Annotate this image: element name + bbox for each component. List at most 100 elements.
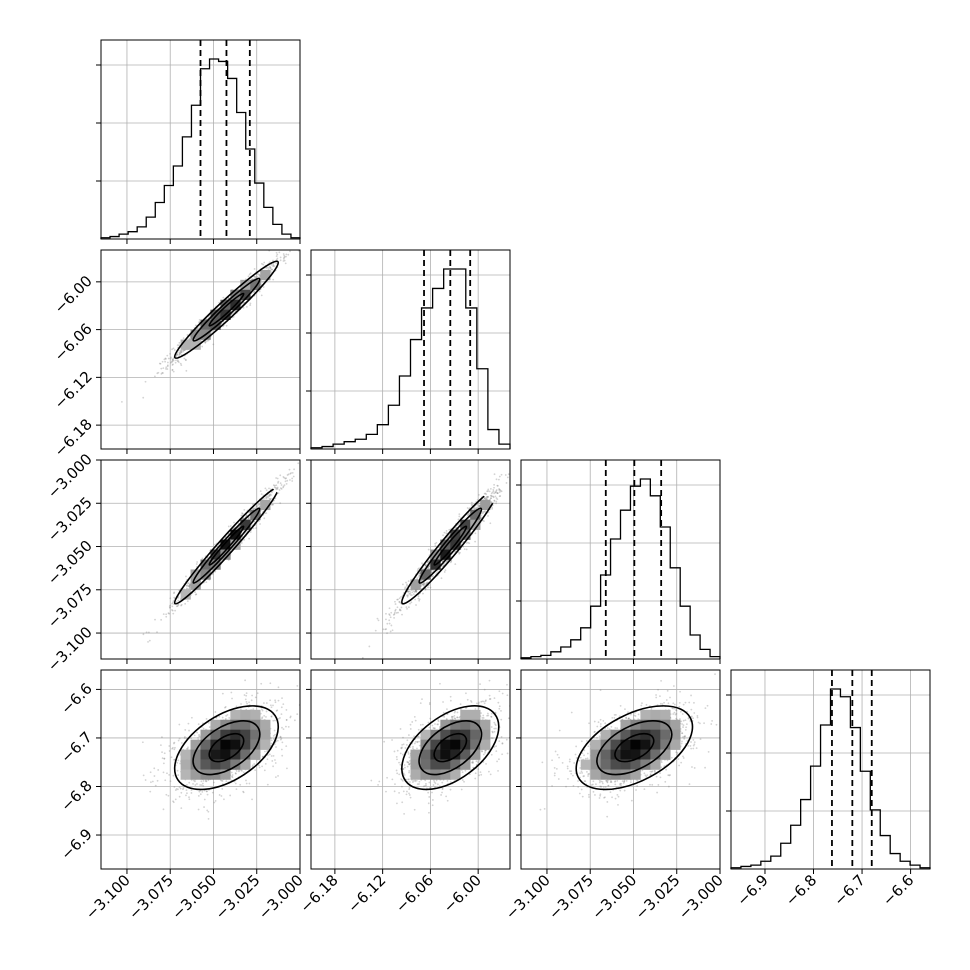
sample-point: [487, 490, 490, 492]
sample-point: [227, 297, 230, 299]
sample-point: [171, 361, 173, 363]
sample-point: [268, 261, 271, 264]
sample-point: [185, 584, 188, 587]
sample-point: [280, 706, 283, 709]
sample-point: [201, 345, 204, 348]
sample-point: [252, 291, 255, 293]
sample-point: [412, 593, 415, 595]
sample-point: [393, 613, 396, 615]
sample-point: [388, 614, 391, 616]
sample-point: [468, 512, 471, 515]
sample-point: [490, 497, 493, 500]
sample-point: [211, 573, 214, 576]
sample-point: [188, 584, 191, 587]
sample-point: [418, 572, 421, 575]
sample-point: [245, 692, 248, 695]
sample-point: [415, 589, 417, 592]
sample-point: [162, 367, 165, 370]
sample-point: [190, 789, 193, 792]
sample-point: [412, 590, 415, 593]
sample-point: [275, 477, 278, 479]
sample-point: [291, 477, 294, 480]
sample-point: [182, 337, 185, 340]
sample-point: [204, 780, 207, 783]
sample-point: [161, 372, 164, 374]
density-bin: [250, 509, 261, 520]
sample-point: [431, 575, 434, 578]
sample-point: [269, 498, 272, 501]
sample-point: [487, 515, 489, 517]
sample-point: [427, 566, 430, 569]
sample-point: [443, 571, 446, 573]
sample-point: [498, 488, 501, 490]
sample-point: [180, 742, 183, 744]
sample-point: [177, 596, 180, 599]
sample-point: [393, 611, 396, 614]
sample-point: [178, 344, 181, 347]
sample-point: [164, 360, 167, 363]
sample-point: [229, 794, 232, 797]
sample-point: [405, 584, 408, 587]
sample-point: [174, 798, 177, 801]
sample-point: [188, 586, 191, 589]
sample-point: [388, 607, 391, 610]
sample-point: [418, 574, 420, 576]
contour-level-1: [192, 277, 261, 342]
sample-point: [496, 492, 499, 494]
sample-point: [444, 569, 447, 572]
sample-point: [288, 468, 291, 471]
sample-point: [244, 679, 247, 682]
sample-point: [189, 583, 191, 586]
sample-point: [394, 610, 397, 612]
sample-point: [157, 371, 160, 374]
sample-point: [149, 771, 152, 774]
sample-point: [234, 309, 237, 312]
sample-point: [243, 538, 246, 541]
sample-point: [174, 361, 177, 364]
sample-point: [449, 561, 452, 564]
sample-point: [474, 532, 477, 535]
sample-point: [272, 263, 275, 266]
sample-point: [270, 263, 273, 266]
sample-point: [269, 493, 271, 496]
sample-point: [440, 577, 443, 580]
sample-point: [188, 338, 190, 340]
sample-point: [493, 500, 496, 502]
sample-point: [169, 597, 172, 600]
sample-point: [445, 530, 448, 532]
sample-point: [272, 765, 274, 768]
sample-point: [434, 542, 437, 545]
sample-point: [488, 490, 491, 493]
sample-point: [241, 512, 244, 515]
sample-point: [394, 608, 397, 611]
sample-point: [275, 259, 278, 261]
sample-point: [173, 596, 176, 599]
density-bin: [220, 299, 231, 310]
sample-point: [431, 574, 434, 577]
sample-point: [268, 487, 270, 490]
sample-point: [498, 491, 501, 494]
sample-point: [388, 613, 391, 616]
sample-point: [507, 473, 510, 476]
sample-point: [492, 495, 495, 498]
sample-point: [489, 487, 492, 490]
sample-point: [266, 783, 269, 786]
sample-point: [390, 611, 393, 614]
sample-point: [184, 358, 187, 361]
histogram-step-0: [100, 58, 301, 239]
sample-point: [391, 629, 394, 632]
sample-point: [398, 600, 401, 603]
sample-point: [214, 800, 217, 802]
sample-point: [160, 367, 163, 370]
sample-point: [467, 541, 469, 544]
sample-point: [458, 515, 461, 518]
sample-point: [406, 594, 408, 597]
sample-point: [177, 361, 180, 364]
sample-point: [185, 587, 188, 590]
sample-point: [263, 497, 265, 500]
sample-point: [402, 583, 404, 586]
sample-point: [180, 604, 182, 607]
sample-point: [486, 496, 489, 499]
sample-point: [162, 613, 165, 616]
sample-point: [172, 774, 175, 777]
